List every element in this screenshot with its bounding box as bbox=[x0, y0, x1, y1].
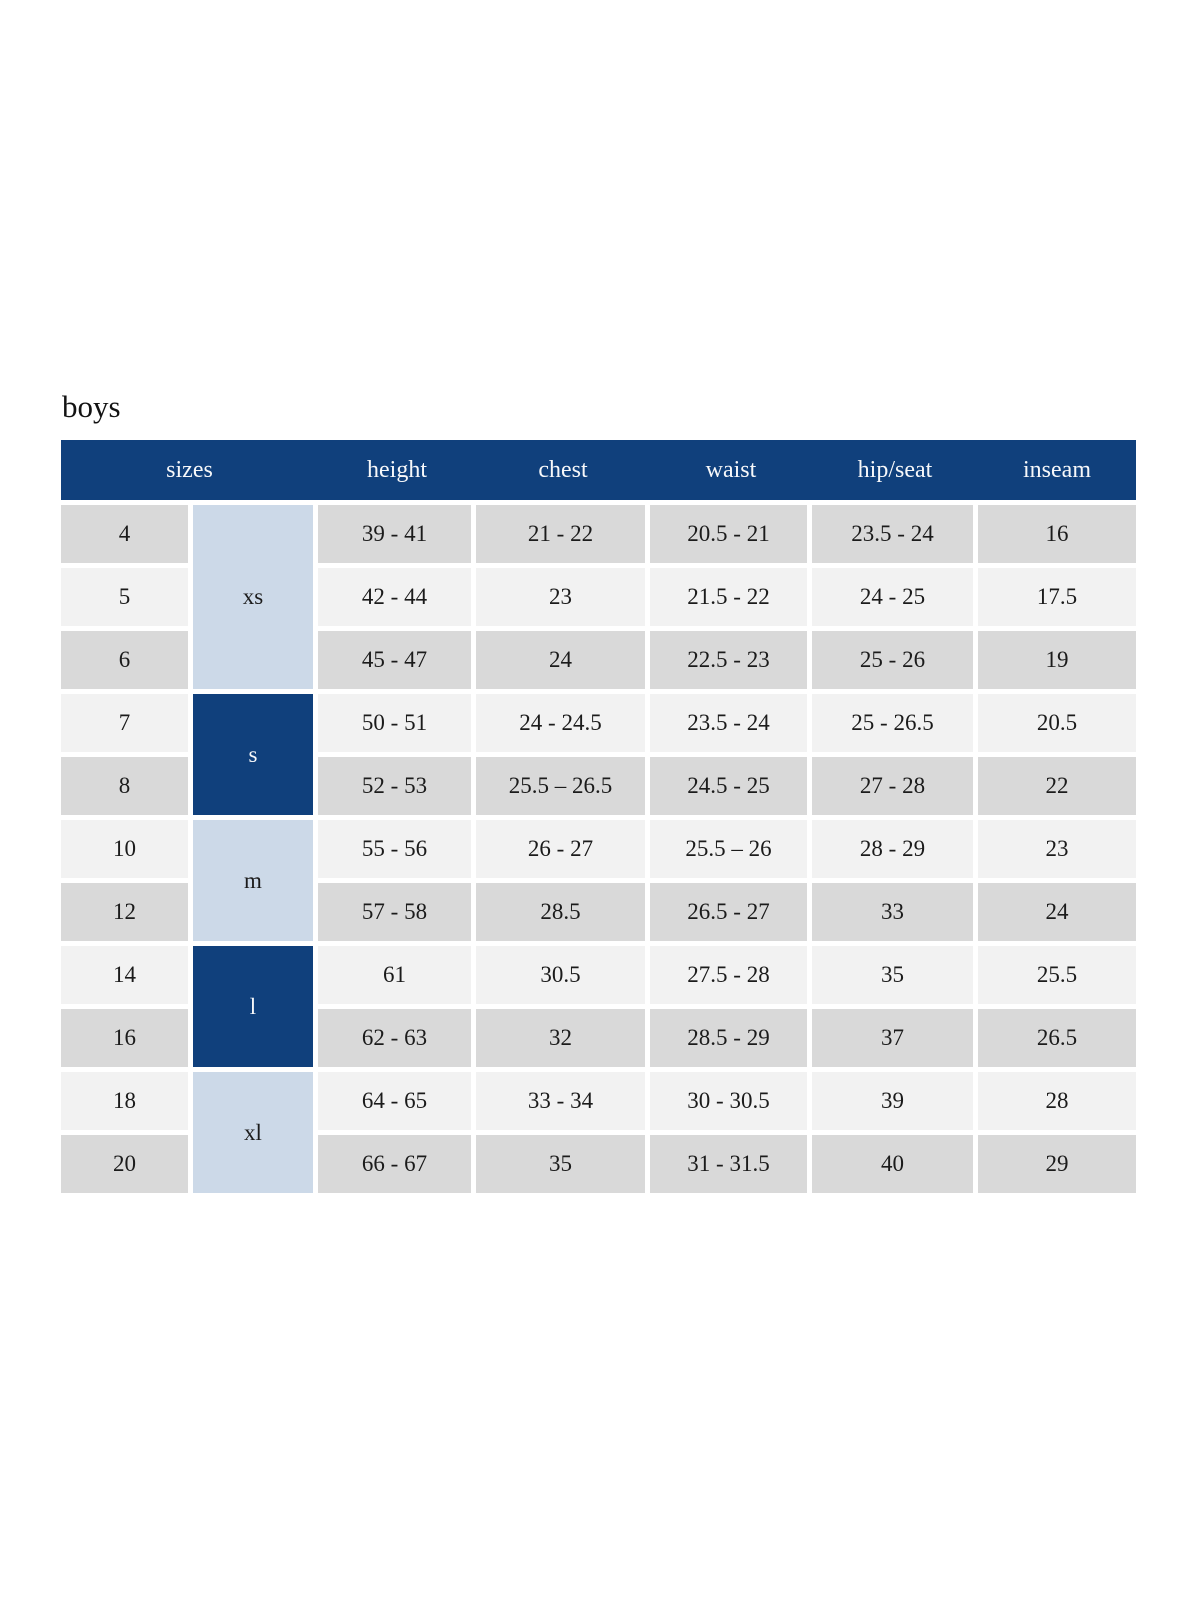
cell-height: 55 - 56 bbox=[318, 820, 476, 883]
cell-inseam: 16 bbox=[978, 505, 1136, 568]
column-header-hip-seat: hip/seat bbox=[857, 456, 933, 483]
column-header-chest: chest bbox=[538, 456, 588, 483]
cell-inseam: 25.5 bbox=[978, 946, 1136, 1009]
cell-height: 66 - 67 bbox=[318, 1135, 476, 1198]
cell-chest: 25.5 – 26.5 bbox=[476, 757, 650, 820]
cell-hip-seat: 23.5 - 24 bbox=[812, 505, 978, 568]
size-group-cell-l: l bbox=[193, 946, 318, 1072]
cell-height: 57 - 58 bbox=[318, 883, 476, 946]
cell-height: 64 - 65 bbox=[318, 1072, 476, 1135]
column-header-sizes: sizes bbox=[166, 456, 213, 483]
cell-chest: 24 - 24.5 bbox=[476, 694, 650, 757]
cell-height: 45 - 47 bbox=[318, 631, 476, 694]
cell-chest: 28.5 bbox=[476, 883, 650, 946]
cell-chest: 35 bbox=[476, 1135, 650, 1198]
column-header-waist: waist bbox=[705, 456, 757, 483]
cell-chest: 24 bbox=[476, 631, 650, 694]
cell-hip-seat: 25 - 26.5 bbox=[812, 694, 978, 757]
cell-size: 6 bbox=[61, 631, 193, 694]
cell-size: 12 bbox=[61, 883, 193, 946]
cell-height: 52 - 53 bbox=[318, 757, 476, 820]
cell-height: 42 - 44 bbox=[318, 568, 476, 631]
size-chart-table: sizes height chest waist hip/seat inseam… bbox=[61, 440, 1136, 1198]
cell-waist: 27.5 - 28 bbox=[650, 946, 812, 1009]
cell-hip-seat: 27 - 28 bbox=[812, 757, 978, 820]
cell-waist: 26.5 - 27 bbox=[650, 883, 812, 946]
cell-inseam: 26.5 bbox=[978, 1009, 1136, 1072]
cell-size: 14 bbox=[61, 946, 193, 1009]
cell-inseam: 29 bbox=[978, 1135, 1136, 1198]
cell-chest: 33 - 34 bbox=[476, 1072, 650, 1135]
cell-hip-seat: 25 - 26 bbox=[812, 631, 978, 694]
cell-inseam: 23 bbox=[978, 820, 1136, 883]
cell-inseam: 17.5 bbox=[978, 568, 1136, 631]
cell-height: 50 - 51 bbox=[318, 694, 476, 757]
cell-hip-seat: 37 bbox=[812, 1009, 978, 1072]
cell-waist: 28.5 - 29 bbox=[650, 1009, 812, 1072]
cell-size: 10 bbox=[61, 820, 193, 883]
cell-chest: 30.5 bbox=[476, 946, 650, 1009]
cell-waist: 23.5 - 24 bbox=[650, 694, 812, 757]
cell-size: 7 bbox=[61, 694, 193, 757]
cell-inseam: 22 bbox=[978, 757, 1136, 820]
cell-hip-seat: 24 - 25 bbox=[812, 568, 978, 631]
size-group-cell-xs: xs bbox=[193, 505, 318, 694]
cell-chest: 21 - 22 bbox=[476, 505, 650, 568]
cell-chest: 26 - 27 bbox=[476, 820, 650, 883]
cell-height: 62 - 63 bbox=[318, 1009, 476, 1072]
cell-hip-seat: 39 bbox=[812, 1072, 978, 1135]
cell-waist: 31 - 31.5 bbox=[650, 1135, 812, 1198]
cell-chest: 23 bbox=[476, 568, 650, 631]
cell-waist: 25.5 – 26 bbox=[650, 820, 812, 883]
cell-size: 20 bbox=[61, 1135, 193, 1198]
size-group-cell-s: s bbox=[193, 694, 318, 820]
cell-inseam: 24 bbox=[978, 883, 1136, 946]
cell-waist: 24.5 - 25 bbox=[650, 757, 812, 820]
cell-hip-seat: 35 bbox=[812, 946, 978, 1009]
cell-hip-seat: 33 bbox=[812, 883, 978, 946]
column-header-inseam: inseam bbox=[1023, 456, 1091, 483]
cell-inseam: 28 bbox=[978, 1072, 1136, 1135]
cell-height: 61 bbox=[318, 946, 476, 1009]
cell-size: 4 bbox=[61, 505, 193, 568]
cell-inseam: 20.5 bbox=[978, 694, 1136, 757]
size-group-cell-xl: xl bbox=[193, 1072, 318, 1198]
column-header-height: height bbox=[367, 456, 427, 483]
cell-hip-seat: 40 bbox=[812, 1135, 978, 1198]
size-group-cell-m: m bbox=[193, 820, 318, 946]
cell-waist: 22.5 - 23 bbox=[650, 631, 812, 694]
cell-waist: 21.5 - 22 bbox=[650, 568, 812, 631]
cell-chest: 32 bbox=[476, 1009, 650, 1072]
table-header-row: sizes height chest waist hip/seat inseam bbox=[61, 440, 1136, 500]
table-body: 4 xs 39 - 41 21 - 22 20.5 - 21 23.5 - 24 16 5 42… bbox=[61, 505, 1136, 1198]
cell-inseam: 19 bbox=[978, 631, 1136, 694]
cell-size: 16 bbox=[61, 1009, 193, 1072]
cell-waist: 20.5 - 21 bbox=[650, 505, 812, 568]
cell-height: 39 - 41 bbox=[318, 505, 476, 568]
page-title: boys bbox=[62, 389, 121, 424]
cell-size: 5 bbox=[61, 568, 193, 631]
cell-size: 18 bbox=[61, 1072, 193, 1135]
cell-waist: 30 - 30.5 bbox=[650, 1072, 812, 1135]
cell-hip-seat: 28 - 29 bbox=[812, 820, 978, 883]
cell-size: 8 bbox=[61, 757, 193, 820]
